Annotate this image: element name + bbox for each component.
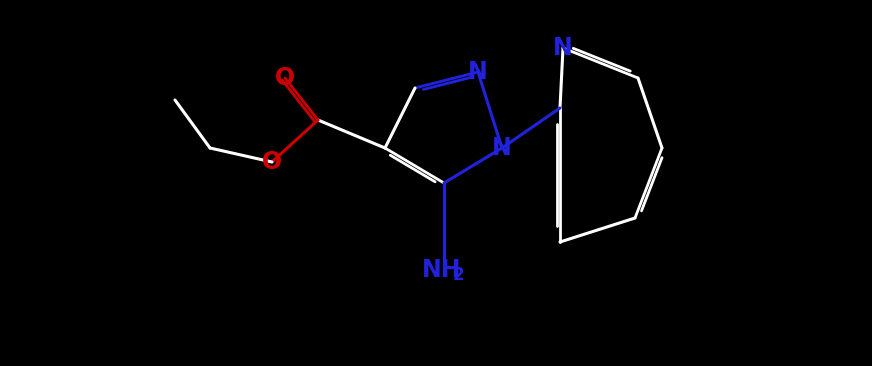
Text: O: O xyxy=(275,66,295,90)
Text: N: N xyxy=(468,60,487,84)
Text: N: N xyxy=(553,36,573,60)
Text: 2: 2 xyxy=(453,266,464,284)
Text: NH: NH xyxy=(422,258,462,282)
Text: N: N xyxy=(492,136,512,160)
Text: O: O xyxy=(262,150,282,174)
